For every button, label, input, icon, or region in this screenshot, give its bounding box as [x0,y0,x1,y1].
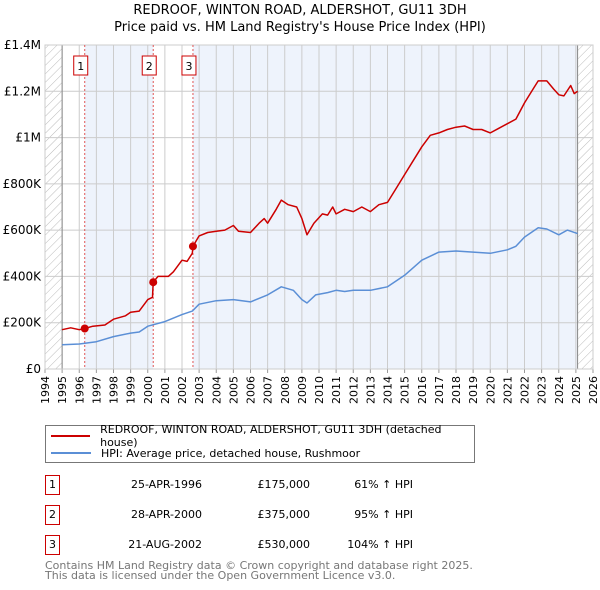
x-tick-label: 2002 [176,376,189,404]
x-tick-label: 2004 [210,376,223,404]
x-tick-label: 2006 [245,376,258,404]
legend-swatch-property [51,435,91,437]
y-tick-label: £1M [15,131,41,145]
x-tick-label: 2008 [279,376,292,404]
y-tick-label: £800K [3,177,43,191]
x-tick-label: 2010 [313,376,326,404]
x-tick-label: 2017 [433,376,446,404]
shaded-band [84,45,154,369]
sale-label: 1 [77,60,84,73]
footer-copyright: Contains HM Land Registry data © Crown c… [45,559,473,572]
x-tick-label: 2013 [364,376,377,404]
chart-title: REDROOF, WINTON ROAD, ALDERSHOT, GU11 3D… [133,3,467,18]
x-tick-label: 2015 [399,376,412,404]
y-tick-label: £600K [3,223,43,237]
sale-label: 3 [185,60,192,73]
x-tick-label: 2022 [519,376,532,404]
footer: Contains HM Land Registry data © Crown c… [45,559,473,582]
x-tick-label: 2026 [587,376,600,404]
x-tick-label: 2018 [450,376,463,404]
footer-licence: This data is licensed under the Open Gov… [45,569,396,582]
hatched-region-after-data [577,45,593,369]
y-tick-label: £400K [3,269,43,283]
legend-swatch-hpi [51,452,91,454]
legend-label-property: REDROOF, WINTON ROAD, ALDERSHOT, GU11 3D… [100,423,442,449]
transaction-hpi: 61% ↑ HPI [354,478,413,491]
x-tick-label: 1998 [108,376,121,404]
transaction-row: 2 28-APR-2000 £375,000 95% ↑ HPI [45,505,445,525]
shaded-band [192,45,578,369]
x-tick-label: 2005 [227,376,240,404]
x-tick-label: 1995 [56,376,69,404]
x-tick-label: 1996 [73,376,86,404]
chart-subtitle: Price paid vs. HM Land Registry's House … [114,20,486,35]
transaction-price: £175,000 [257,478,311,491]
x-tick-label: 2007 [262,376,275,404]
sale-label-box [141,55,157,76]
transaction-row: 1 25-APR-1996 £175,000 61% ↑ HPI [45,475,445,495]
legend-item-property: REDROOF, WINTON ROAD, ALDERSHOT, GU11 3D… [46,423,474,449]
transaction-date: 21-AUG-2002 [128,538,202,551]
x-tick-label: 1997 [90,376,103,404]
sale-label: 2 [146,60,153,73]
transaction-price: £375,000 [257,508,311,521]
transaction-date: 28-APR-2000 [130,508,202,521]
x-tick-label: 1999 [125,376,138,404]
sale-point [188,242,197,251]
y-tick-label: £1.2M [4,84,41,98]
x-tick-label: 1994 [39,376,52,404]
y-tick-label: £0 [26,362,41,376]
x-tick-label: 2016 [416,376,429,404]
transaction-number: 1 [45,475,60,495]
sale-label-box [73,55,89,76]
x-tick-label: 2023 [536,376,549,404]
legend: REDROOF, WINTON ROAD, ALDERSHOT, GU11 3D… [45,423,475,463]
sale-label-box [181,55,197,76]
transaction-number: 2 [45,505,60,525]
x-tick-label: 2020 [484,376,497,404]
legend-label-hpi: HPI: Average price, detached house, Rush… [101,446,361,460]
plot-frame [44,44,594,370]
legend-item-hpi: HPI: Average price, detached house, Rush… [46,445,360,461]
transaction-hpi: 95% ↑ HPI [354,508,413,521]
price-chart: 1994 1995 1996 1997 1998 1999 2000 2001 2002 2003… [3,38,600,404]
x-tick-label: 2000 [142,376,155,404]
sale-point [80,324,89,333]
x-tick-label: 2021 [501,376,514,404]
x-tick-label: 2003 [193,376,206,404]
x-tick-label: 2019 [467,376,480,404]
transaction-row: 3 21-AUG-2002 £530,000 104% ↑ HPI [45,535,445,555]
y-tick-label: £200K [3,316,43,330]
x-tick-label: 2014 [382,376,395,404]
x-tick-label: 2011 [330,376,343,404]
transaction-hpi: 104% ↑ HPI [347,538,413,551]
hatched-region-before-data [45,45,63,369]
x-tick-label: 2009 [296,376,309,404]
transaction-price: £530,000 [257,538,311,551]
x-tick-label: 2001 [159,376,172,404]
transaction-date: 25-APR-1996 [130,478,202,491]
y-tick-label: £1.4M [4,38,41,52]
transaction-number: 3 [45,535,60,555]
x-tick-label: 2012 [347,376,360,404]
x-tick-label: 2024 [553,376,566,404]
x-tick-label: 2025 [570,376,583,404]
sale-point [149,278,158,287]
hpi-line [62,227,578,346]
